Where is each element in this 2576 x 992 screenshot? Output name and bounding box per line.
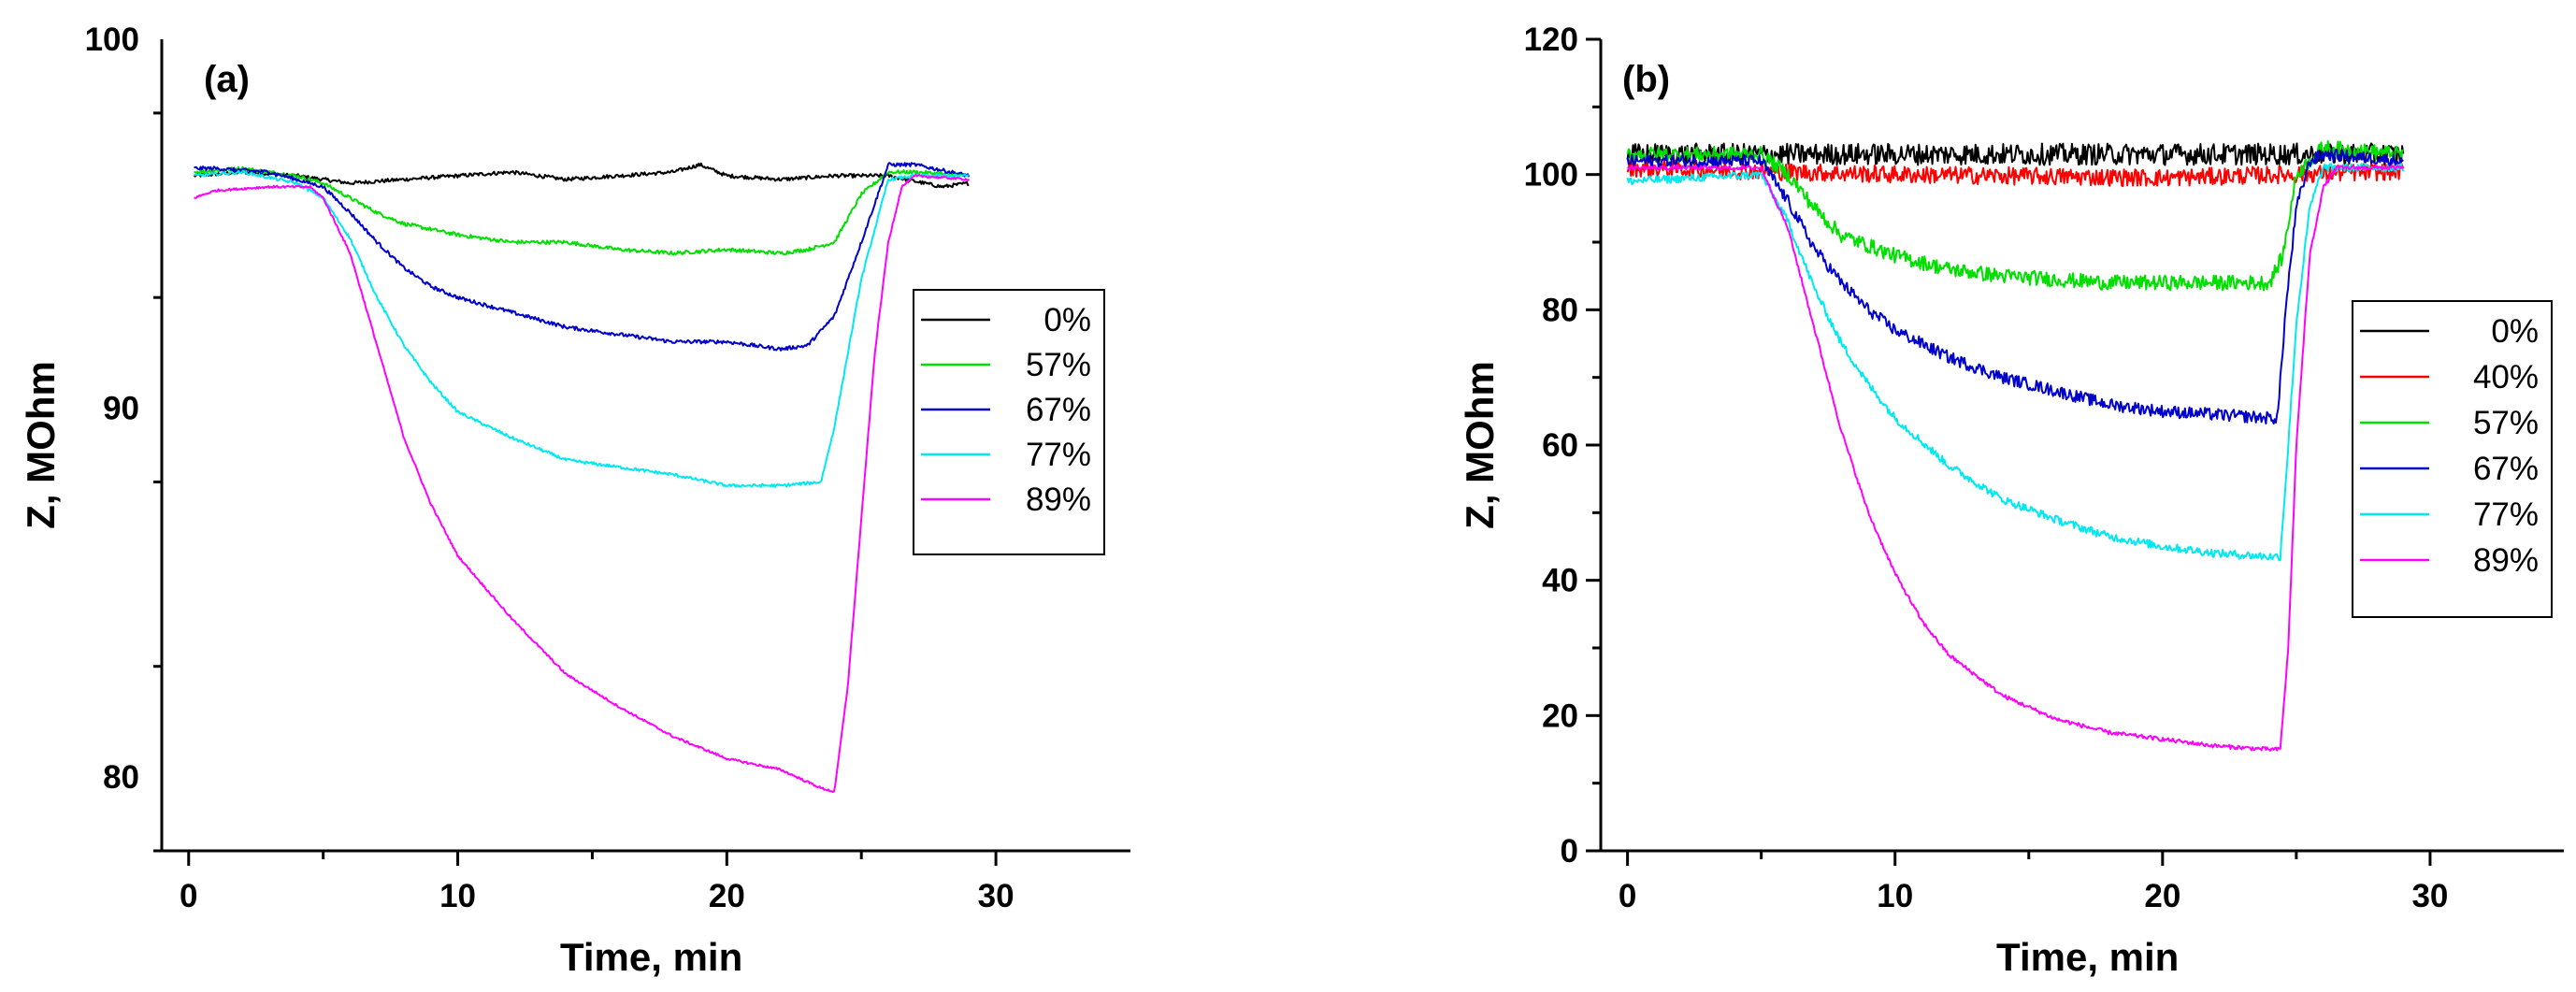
series-line-67pct (1626, 148, 2404, 424)
y-tick-label: 120 (1524, 22, 1578, 58)
y-tick-label: 40 (1542, 563, 1578, 599)
y-tick-label: 80 (1542, 292, 1578, 328)
panel-a: 0 10 20 30 80 90 100 Time, min Z, MOhm (a) 0% 57% 67… (19, 22, 1130, 979)
y-tick-label: 0 (1561, 833, 1578, 870)
x-axis-title: Time, min (560, 935, 742, 979)
series-line-77pct (1626, 163, 2405, 562)
x-tick-label: 0 (1619, 878, 1636, 914)
legend-label: 57% (1026, 347, 1091, 383)
panel-b: 0 10 20 30 0 20 40 60 80 100 120 Time, min Z, MOhm (b… (1458, 22, 2564, 979)
legend-box (2352, 300, 2553, 618)
series-line-89pct (194, 173, 971, 794)
panel-label: (a) (204, 59, 250, 100)
series-line-89pct (1627, 165, 2405, 752)
series-line-57pct (1626, 139, 2404, 292)
y-tick-label: 80 (103, 759, 139, 796)
y-axis-title: Z, MOhm (19, 361, 63, 529)
legend-label: 77% (1026, 437, 1091, 473)
x-tick-label: 30 (2411, 878, 2448, 914)
series-line-0pct (1626, 142, 2405, 166)
legend-label: 77% (2473, 496, 2539, 533)
x-tick-label: 30 (978, 878, 1015, 914)
panel-label: (b) (1622, 59, 1670, 100)
y-axis-title: Z, MOhm (1458, 361, 1502, 529)
y-tick-label: 60 (1542, 427, 1578, 464)
legend-label: 89% (1026, 482, 1091, 518)
series-line-57pct (194, 165, 971, 256)
y-tick-label: 90 (103, 391, 139, 427)
legend-label: 40% (2473, 359, 2539, 395)
legend-label: 0% (2491, 313, 2539, 350)
legend-label: 0% (1043, 302, 1091, 338)
x-tick-label: 20 (2144, 878, 2180, 914)
x-axis-title: Time, min (1996, 935, 2179, 979)
x-tick-label: 10 (1877, 878, 1913, 914)
legend-box (913, 289, 1105, 555)
x-tick-label: 20 (709, 878, 745, 914)
x-tick-label: 10 (439, 878, 476, 914)
y-tick-label: 20 (1542, 697, 1578, 734)
x-tick-label: 0 (180, 878, 197, 914)
legend-label: 67% (1026, 392, 1091, 428)
series-line-67pct (194, 162, 971, 352)
legend-label: 89% (2473, 542, 2539, 579)
y-tick-label: 100 (85, 22, 139, 58)
series-line-0pct (193, 162, 970, 189)
y-tick-label: 100 (1524, 157, 1578, 194)
legend-label: 57% (2473, 405, 2539, 441)
legend-label: 67% (2473, 451, 2539, 487)
